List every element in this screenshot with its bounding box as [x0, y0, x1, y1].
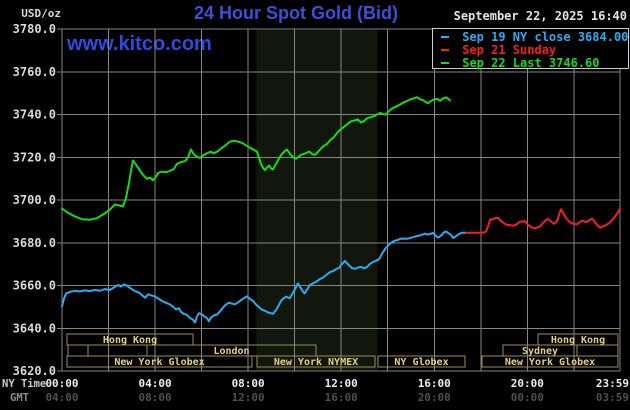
y-axis-label: 3780.0 — [13, 22, 56, 36]
session-label: Hong Kong — [103, 335, 157, 346]
y-axis-label: 3740.0 — [13, 108, 56, 122]
price-line-sep22 — [61, 96, 452, 221]
legend-label-sep22: Sep 22 Last 3746.60 — [462, 56, 600, 70]
x-axis-label-ny: 20:00 — [511, 377, 544, 390]
x-axis-label-ny: 12:00 — [325, 377, 358, 390]
price-line-sep21 — [465, 207, 621, 234]
page-title: 24 Hour Spot Gold (Bid) — [194, 3, 398, 23]
x-axis-label-gmt: 03:59 — [596, 391, 629, 404]
price-unit-label: USD/oz — [21, 7, 61, 20]
y-axis-label: 3700.0 — [13, 193, 56, 207]
legend-dash-icon — [441, 61, 449, 64]
datetime-label: September 22, 2025 16:40 — [453, 9, 627, 23]
session-label: New York NYMEX — [274, 357, 358, 368]
legend-label-sep19: Sep 19 NY close 3684.00 — [462, 30, 629, 44]
y-axis-label: 3720.0 — [13, 150, 56, 164]
kitco-watermark-link[interactable]: www.kitco.com — [67, 33, 212, 55]
y-axis-label: 3680.0 — [13, 236, 56, 250]
session-label: Hong Kong — [551, 335, 605, 346]
legend-dash-icon — [441, 35, 449, 38]
session-label: Sydney — [522, 346, 558, 357]
session-label: New York Globex — [505, 357, 595, 368]
x-axis-label-gmt: 08:00 — [139, 391, 172, 404]
session-box — [66, 355, 253, 368]
x-axis-label-ny: 00:00 — [45, 377, 78, 390]
legend-dash-icon — [441, 48, 449, 51]
x-axis-label-gmt: 16:00 — [325, 391, 358, 404]
x-axis-label-ny: 23:59 — [596, 377, 629, 390]
x-axis-label-ny: 16:00 — [418, 377, 451, 390]
session-box — [256, 355, 376, 368]
session-box — [87, 344, 148, 357]
x-axis-row1-title: NY Time — [2, 378, 46, 390]
legend-label-sep21: Sep 21 Sunday — [462, 43, 557, 57]
x-axis-row2-title: GMT — [10, 392, 29, 404]
x-axis-label-gmt: 00:00 — [511, 391, 544, 404]
price-line-sep19 — [61, 230, 468, 324]
x-axis-label-gmt: 04:00 — [45, 391, 78, 404]
x-axis-label-ny: 08:00 — [232, 377, 265, 390]
x-axis-label-gmt: 12:00 — [232, 391, 265, 404]
session-label: New York Globex — [114, 357, 204, 368]
y-axis-label: 3760.0 — [13, 65, 56, 79]
y-axis-label: 3620.0 — [13, 364, 56, 378]
session-label: NY Globex — [394, 357, 448, 368]
y-axis-label: 3660.0 — [13, 279, 56, 293]
legend-item-sep22: Sep 22 Last 3746.60 — [440, 56, 628, 70]
x-axis-label-ny: 04:00 — [139, 377, 172, 390]
x-axis-label-gmt: 20:00 — [418, 391, 451, 404]
session-box — [377, 355, 466, 368]
chart-legend: Sep 19 NY close 3684.00 Sep 21 Sunday Se… — [432, 28, 629, 70]
y-axis-label: 3640.0 — [13, 321, 56, 335]
session-label: London — [213, 346, 249, 357]
session-box — [576, 344, 619, 357]
legend-item-sep21: Sep 21 Sunday — [440, 43, 628, 57]
plot-border — [61, 28, 621, 372]
session-box — [67, 344, 89, 357]
session-box — [481, 355, 619, 368]
legend-item-sep19: Sep 19 NY close 3684.00 — [440, 30, 629, 44]
